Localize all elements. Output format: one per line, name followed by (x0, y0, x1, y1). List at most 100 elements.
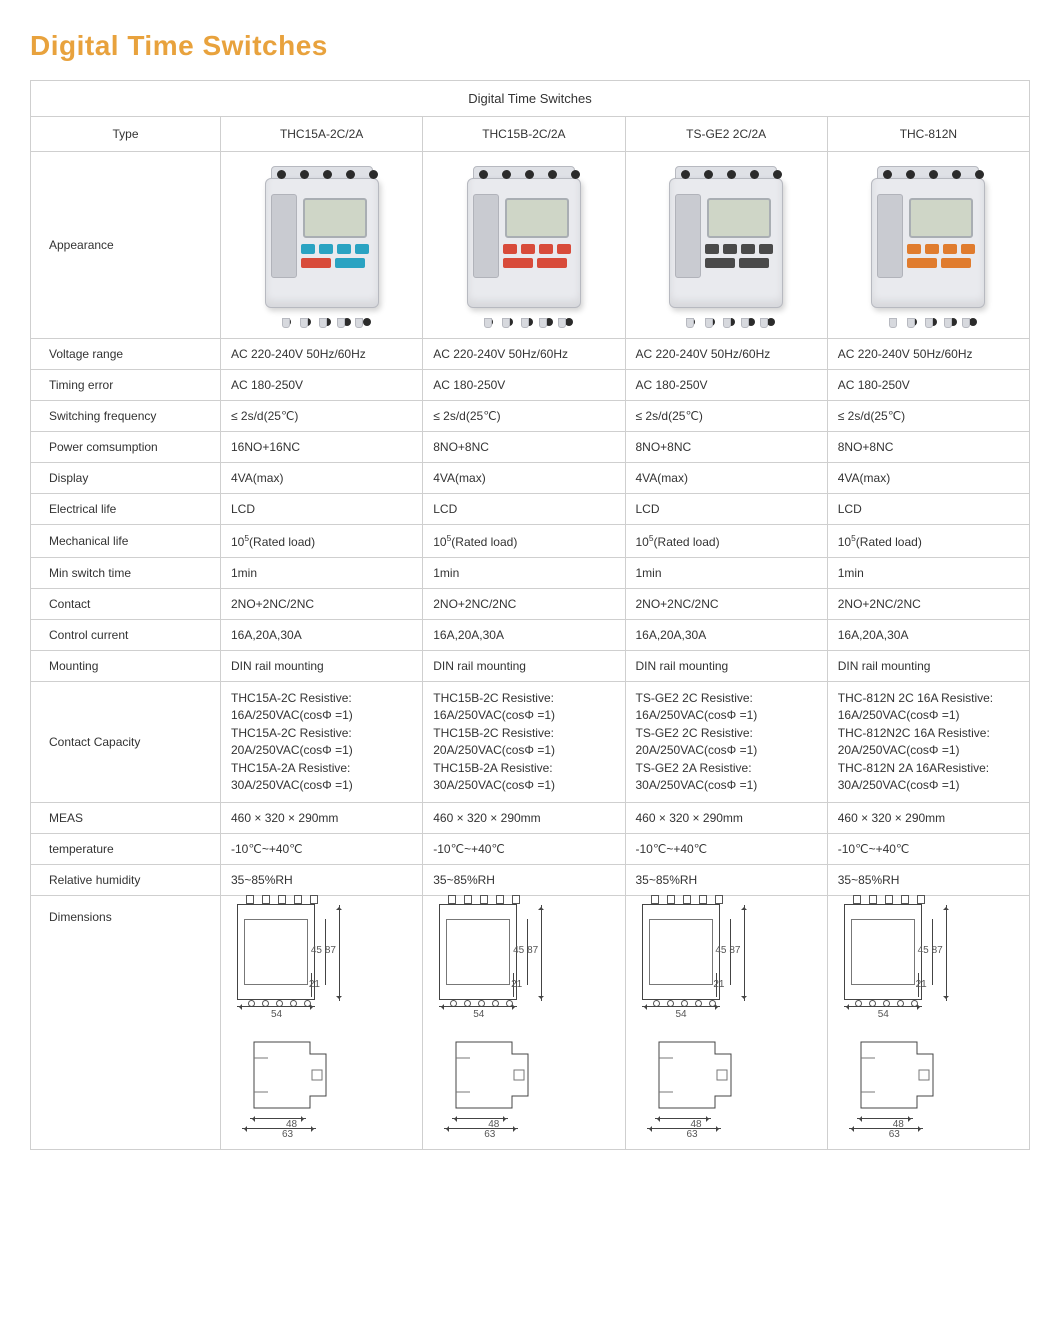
row-label: Mechanical life (31, 525, 221, 558)
table-row: MountingDIN rail mountingDIN rail mounti… (31, 651, 1030, 682)
cell: 35~85%RH (625, 865, 827, 896)
row-label: Min switch time (31, 558, 221, 589)
spec-table: Digital Time Switches Type THC15A-2C/2A … (30, 80, 1030, 1150)
row-label: MEAS (31, 803, 221, 834)
cell: 2NO+2NC/2NC (221, 589, 423, 620)
table-row: Electrical lifeLCDLCDLCDLCD (31, 494, 1030, 525)
page-title: Digital Time Switches (30, 30, 1030, 62)
row-label: Power comsumption (31, 432, 221, 463)
cell: DIN rail mounting (827, 651, 1029, 682)
cell: 16NO+16NC (221, 432, 423, 463)
cell: 2NO+2NC/2NC (423, 589, 625, 620)
cell: LCD (221, 494, 423, 525)
row-label: Mounting (31, 651, 221, 682)
row-label: Display (31, 463, 221, 494)
row-label: Relative humidity (31, 865, 221, 896)
cell: AC 220-240V 50Hz/60Hz (423, 339, 625, 370)
table-row: Power comsumption16NO+16NC8NO+8NC8NO+8NC… (31, 432, 1030, 463)
cell: 460 × 320 × 290mm (423, 803, 625, 834)
cell: 1min (221, 558, 423, 589)
dimension-drawing: 458721544863 (827, 896, 1029, 1150)
capacity-row: Contact Capacity THC15A-2C Resistive:16A… (31, 682, 1030, 803)
cell: 460 × 320 × 290mm (827, 803, 1029, 834)
cell: 4VA(max) (221, 463, 423, 494)
cell: 4VA(max) (625, 463, 827, 494)
cell: 1min (827, 558, 1029, 589)
cell: -10℃~+40℃ (827, 834, 1029, 865)
table-row: Switching frequency≤ 2s/d(25℃)≤ 2s/d(25℃… (31, 401, 1030, 432)
cell: DIN rail mounting (221, 651, 423, 682)
cell: AC 180-250V (423, 370, 625, 401)
header-row: Type THC15A-2C/2A THC15B-2C/2A TS-GE2 2C… (31, 117, 1030, 152)
cell: 460 × 320 × 290mm (625, 803, 827, 834)
appearance-row: Appearance (31, 152, 1030, 339)
device-image (257, 160, 387, 330)
cell: 16A,20A,30A (827, 620, 1029, 651)
dimension-drawing: 458721544863 (625, 896, 827, 1150)
cell: ≤ 2s/d(25℃) (827, 401, 1029, 432)
dimensions-row: Dimensions 458721544863 458721544863 458… (31, 896, 1030, 1150)
cell: 4VA(max) (827, 463, 1029, 494)
cell: -10℃~+40℃ (625, 834, 827, 865)
cell: -10℃~+40℃ (221, 834, 423, 865)
dimension-drawing: 458721544863 (221, 896, 423, 1150)
cell: AC 180-250V (625, 370, 827, 401)
cell: 105(Rated load) (221, 525, 423, 558)
cell: 2NO+2NC/2NC (625, 589, 827, 620)
cell: AC 180-250V (221, 370, 423, 401)
cell: DIN rail mounting (423, 651, 625, 682)
row-label: Control current (31, 620, 221, 651)
cell: 2NO+2NC/2NC (827, 589, 1029, 620)
cell: 16A,20A,30A (625, 620, 827, 651)
appearance-label: Appearance (31, 152, 221, 339)
cell: 8NO+8NC (423, 432, 625, 463)
cell: 105(Rated load) (625, 525, 827, 558)
device-image (459, 160, 589, 330)
col-header: THC15B-2C/2A (423, 117, 625, 152)
dimension-drawing: 458721544863 (423, 896, 625, 1150)
cell: THC15B-2C Resistive:16A/250VAC(cosΦ =1)T… (423, 682, 625, 803)
cell: THC15A-2C Resistive:16A/250VAC(cosΦ =1)T… (221, 682, 423, 803)
table-row: Mechanical life105(Rated load)105(Rated … (31, 525, 1030, 558)
table-row: Display4VA(max)4VA(max)4VA(max)4VA(max) (31, 463, 1030, 494)
table-row: MEAS460 × 320 × 290mm460 × 320 × 290mm46… (31, 803, 1030, 834)
table-row: Timing errorAC 180-250VAC 180-250VAC 180… (31, 370, 1030, 401)
cell: 1min (625, 558, 827, 589)
table-caption: Digital Time Switches (31, 81, 1030, 117)
cell: AC 220-240V 50Hz/60Hz (827, 339, 1029, 370)
table-row: temperature-10℃~+40℃-10℃~+40℃-10℃~+40℃-1… (31, 834, 1030, 865)
table-row: Contact2NO+2NC/2NC2NO+2NC/2NC2NO+2NC/2NC… (31, 589, 1030, 620)
cell: 105(Rated load) (423, 525, 625, 558)
cell: 35~85%RH (221, 865, 423, 896)
device-image (661, 160, 791, 330)
cell: AC 220-240V 50Hz/60Hz (625, 339, 827, 370)
cell: LCD (423, 494, 625, 525)
cell: AC 180-250V (827, 370, 1029, 401)
row-label: Contact Capacity (31, 682, 221, 803)
cell: -10℃~+40℃ (423, 834, 625, 865)
row-label: temperature (31, 834, 221, 865)
cell: 16A,20A,30A (221, 620, 423, 651)
type-label: Type (31, 117, 221, 152)
cell: LCD (827, 494, 1029, 525)
cell: 1min (423, 558, 625, 589)
col-header: TS-GE2 2C/2A (625, 117, 827, 152)
cell: ≤ 2s/d(25℃) (423, 401, 625, 432)
col-header: THC-812N (827, 117, 1029, 152)
col-header: THC15A-2C/2A (221, 117, 423, 152)
cell: AC 220-240V 50Hz/60Hz (221, 339, 423, 370)
cell: 105(Rated load) (827, 525, 1029, 558)
cell: 35~85%RH (827, 865, 1029, 896)
row-label: Electrical life (31, 494, 221, 525)
cell: 460 × 320 × 290mm (221, 803, 423, 834)
table-row: Min switch time1min1min1min1min (31, 558, 1030, 589)
row-label: Contact (31, 589, 221, 620)
cell: 35~85%RH (423, 865, 625, 896)
cell: 8NO+8NC (625, 432, 827, 463)
cell: ≤ 2s/d(25℃) (625, 401, 827, 432)
cell: ≤ 2s/d(25℃) (221, 401, 423, 432)
cell: 8NO+8NC (827, 432, 1029, 463)
cell: 4VA(max) (423, 463, 625, 494)
cell: DIN rail mounting (625, 651, 827, 682)
cell: LCD (625, 494, 827, 525)
